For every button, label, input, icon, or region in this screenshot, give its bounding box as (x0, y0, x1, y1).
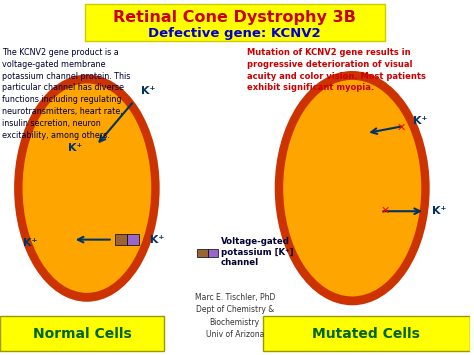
Ellipse shape (14, 75, 160, 302)
Text: Retinal Cone Dystrophy 3B: Retinal Cone Dystrophy 3B (113, 10, 356, 24)
FancyBboxPatch shape (84, 4, 385, 41)
Text: Voltage-gated
potassium [K⁺]
channel: Voltage-gated potassium [K⁺] channel (221, 237, 293, 267)
Text: Mutation of KCNV2 gene results in
progressive deterioration of visual
acuity and: Mutation of KCNV2 gene results in progre… (246, 48, 426, 92)
Text: ✕: ✕ (397, 123, 406, 133)
Bar (197, 248, 208, 257)
Text: Mutated Cells: Mutated Cells (312, 327, 420, 341)
Bar (208, 248, 218, 257)
FancyBboxPatch shape (0, 316, 164, 351)
Text: K⁺: K⁺ (146, 235, 164, 245)
Text: Defective gene: KCNV2: Defective gene: KCNV2 (148, 27, 321, 40)
Text: Marc E. Tischler, PhD
Dept of Chemistry &
Biochemistry
Univ of Arizona: Marc E. Tischler, PhD Dept of Chemistry … (195, 293, 275, 339)
Bar (115, 234, 127, 245)
Text: The KCNV2 gene product is a
voltage-gated membrane
potassium channel protein. Th: The KCNV2 gene product is a voltage-gate… (2, 48, 131, 140)
Text: K⁺: K⁺ (432, 206, 447, 216)
Bar (127, 234, 138, 245)
Text: ✕: ✕ (381, 206, 390, 216)
Text: K⁺: K⁺ (141, 86, 155, 96)
Text: Normal Cells: Normal Cells (33, 327, 132, 341)
Ellipse shape (275, 71, 430, 305)
Ellipse shape (283, 80, 421, 296)
Text: K⁺: K⁺ (68, 143, 82, 153)
Text: K⁺: K⁺ (23, 238, 38, 248)
Text: K⁺: K⁺ (413, 116, 428, 126)
FancyBboxPatch shape (263, 316, 470, 351)
Ellipse shape (23, 83, 151, 293)
